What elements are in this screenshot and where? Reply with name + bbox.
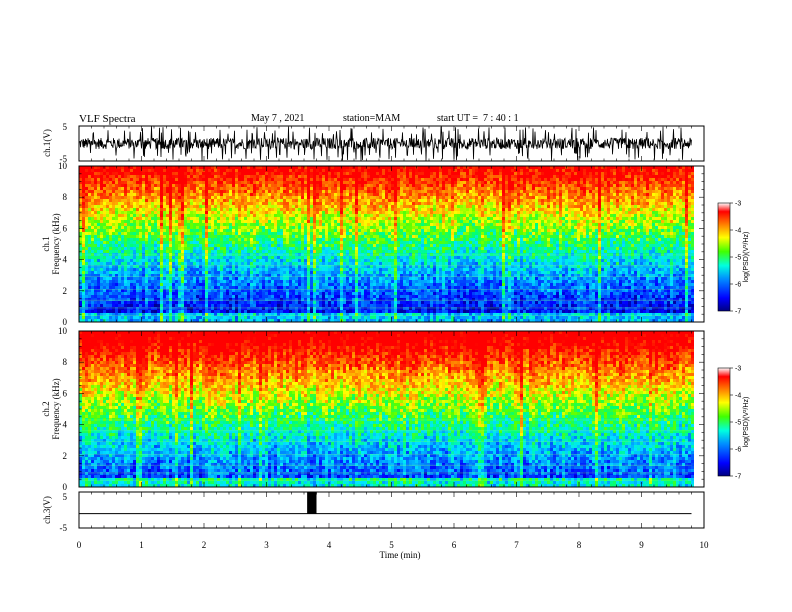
start-time-label: start UT = 7 : 40 : 1: [437, 113, 519, 124]
chart-title: VLF Spectra: [79, 113, 136, 125]
colorbar-tick-label: -7: [735, 474, 741, 481]
y-tick-label: 4: [63, 420, 68, 430]
ch2-spectrogram-cells: [79, 331, 694, 487]
y-tick-label: 4: [63, 255, 68, 265]
ch3-ytick-bottom: -5: [60, 523, 68, 533]
x-tick-label: 6: [452, 540, 457, 550]
station-label: station=MAM: [343, 113, 400, 124]
y-tick-label: 2: [63, 286, 68, 296]
colorbar-tick-label: -6: [735, 282, 741, 289]
colorbar-tick-label: -4: [735, 228, 741, 235]
ch3-waveform-panel: 5 -5 ch.3(V): [42, 491, 705, 533]
y-tick-label: 0: [63, 482, 68, 492]
y-tick-label: 2: [63, 451, 68, 461]
y-tick-label: 6: [63, 223, 68, 233]
x-tick-label: 0: [77, 540, 82, 550]
colorbar-tick-label: -6: [735, 447, 741, 454]
y-tick-label: 10: [58, 326, 68, 336]
y-tick-label: 8: [63, 357, 68, 367]
y-tick-label: 10: [58, 161, 68, 171]
x-tick-label: 2: [202, 540, 207, 550]
ch1-spectrogram-cells: [79, 166, 694, 322]
y-tick-label: 0: [63, 317, 68, 327]
colorbar-1: [717, 202, 731, 312]
colorbar-2-label: log(PSD)(V²/Hz): [743, 397, 750, 448]
x-axis-tick-labels: 0 1 2 3 4 5 6 7 8 9 10: [77, 540, 709, 550]
ch3-ytick-top: 5: [63, 492, 68, 502]
ch1-ytick-top: 5: [63, 122, 68, 132]
colorbar-tick-label: -5: [735, 420, 741, 427]
ch1-waveform-panel: 5 -5 ch.1(V): [42, 122, 705, 164]
ch1-ylabel: ch.1(V): [42, 129, 52, 157]
ch1-spectrogram-ylabel-channel: ch.1: [41, 236, 51, 251]
y-tick-label: 8: [63, 192, 68, 202]
x-tick-label: 3: [264, 540, 269, 550]
ch1-waveform-line: [78, 126, 692, 161]
ch1-spectrogram-ylabel-frequency: Frequency (kHz): [51, 213, 61, 274]
ch3-ylabel: ch.3(V): [42, 496, 52, 524]
colorbar-tick-label: -7: [735, 309, 741, 316]
y-tick-label: 6: [63, 388, 68, 398]
ch3-pulse: [307, 492, 317, 514]
ch1-ytick-bottom: -5: [60, 154, 68, 164]
date-label: May 7 , 2021: [251, 113, 304, 124]
x-tick-label: 10: [700, 540, 710, 550]
colorbar-2: [717, 367, 731, 477]
ch2-spectrogram-ylabel-frequency: Frequency (kHz): [51, 378, 61, 439]
colorbar-tick-label: -5: [735, 255, 741, 262]
x-tick-label: 1: [139, 540, 144, 550]
x-tick-label: 8: [577, 540, 582, 550]
x-tick-label: 9: [639, 540, 644, 550]
x-axis-label: Time (min): [380, 550, 421, 560]
colorbar-1-label: log(PSD)(V²/Hz): [743, 232, 750, 283]
x-tick-label: 4: [327, 540, 332, 550]
x-tick-label: 5: [389, 540, 394, 550]
colorbar-tick-label: -4: [735, 393, 741, 400]
ch2-spectrogram-ylabel-channel: ch.2: [41, 401, 51, 416]
x-tick-label: 7: [514, 540, 519, 550]
colorbar-tick-label: -3: [735, 366, 741, 373]
colorbar-tick-label: -3: [735, 201, 741, 208]
